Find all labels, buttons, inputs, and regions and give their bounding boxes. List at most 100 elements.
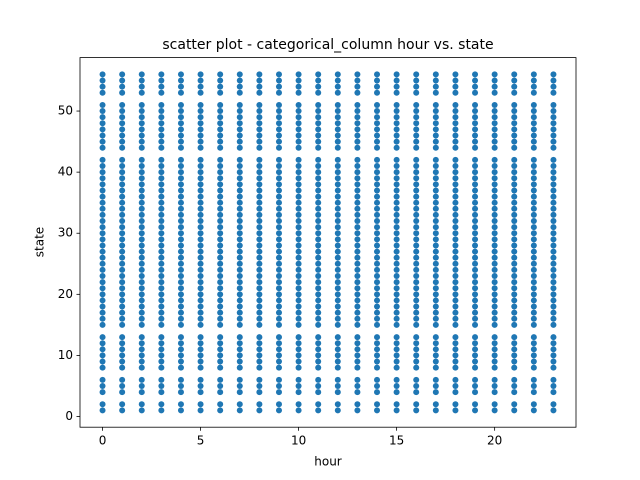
scatter-point [315, 211, 322, 218]
scatter-point [197, 315, 204, 322]
scatter-point [432, 309, 439, 316]
scatter-point [452, 352, 459, 359]
scatter-point [158, 285, 165, 292]
scatter-point [413, 89, 420, 96]
scatter-point [491, 169, 498, 176]
scatter-point [511, 224, 518, 231]
scatter-point [158, 114, 165, 121]
scatter-point [491, 193, 498, 200]
scatter-point [217, 364, 224, 371]
scatter-point [236, 315, 243, 322]
scatter-point [354, 144, 361, 151]
scatter-point [236, 303, 243, 310]
scatter-point [432, 77, 439, 84]
scatter-point [256, 83, 263, 90]
scatter-point [452, 346, 459, 353]
scatter-point [491, 358, 498, 365]
scatter-point [491, 156, 498, 163]
scatter-point [197, 101, 204, 108]
scatter-point [530, 77, 537, 84]
scatter-point [530, 71, 537, 78]
scatter-point [354, 175, 361, 182]
scatter-point [158, 187, 165, 194]
scatter-point [550, 285, 557, 292]
scatter-point [334, 120, 341, 127]
scatter-point [550, 175, 557, 182]
scatter-point [354, 83, 361, 90]
scatter-point [158, 315, 165, 322]
scatter-point [119, 407, 126, 414]
scatter-point [432, 83, 439, 90]
scatter-point [491, 218, 498, 225]
scatter-point [138, 211, 145, 218]
scatter-point [374, 266, 381, 273]
scatter-point [374, 211, 381, 218]
scatter-point [393, 144, 400, 151]
scatter-point [432, 273, 439, 279]
scatter-point [177, 132, 184, 139]
scatter-point [138, 364, 145, 371]
scatter-point [511, 273, 518, 279]
scatter-point [99, 315, 106, 322]
scatter-point [99, 242, 106, 249]
scatter-point [177, 120, 184, 127]
scatter-point [511, 407, 518, 414]
scatter-point [452, 242, 459, 249]
scatter-point [374, 224, 381, 231]
scatter-point [315, 266, 322, 273]
scatter-point [550, 120, 557, 127]
scatter-point [236, 77, 243, 84]
scatter-point [119, 291, 126, 298]
scatter-point [236, 334, 243, 341]
scatter-point [256, 193, 263, 200]
scatter-point [452, 279, 459, 286]
scatter-point [393, 297, 400, 304]
scatter-point [138, 291, 145, 298]
scatter-point [334, 291, 341, 298]
scatter-point [393, 108, 400, 115]
scatter-point [354, 132, 361, 139]
scatter-point [177, 163, 184, 170]
scatter-point [354, 120, 361, 127]
scatter-point [354, 364, 361, 371]
scatter-point [472, 334, 479, 341]
scatter-point [393, 77, 400, 84]
scatter-point [119, 242, 126, 249]
scatter-point [217, 132, 224, 139]
scatter-point [119, 248, 126, 255]
plot-area [99, 71, 557, 414]
scatter-point [99, 364, 106, 371]
scatter-point [197, 218, 204, 225]
scatter-point [334, 224, 341, 231]
scatter-point [472, 114, 479, 121]
scatter-point [315, 346, 322, 353]
scatter-point [530, 193, 537, 200]
scatter-point [295, 71, 302, 78]
scatter-point [138, 108, 145, 115]
scatter-point [275, 291, 282, 298]
scatter-point [256, 364, 263, 371]
scatter-point [295, 218, 302, 225]
scatter-point [217, 248, 224, 255]
scatter-point [275, 156, 282, 163]
scatter-point [452, 266, 459, 273]
scatter-point [138, 169, 145, 176]
scatter-point [334, 114, 341, 121]
scatter-point [550, 242, 557, 249]
scatter-point [275, 77, 282, 84]
scatter-point [334, 401, 341, 408]
scatter-point [393, 407, 400, 414]
scatter-point [217, 236, 224, 243]
scatter-point [374, 248, 381, 255]
scatter-point [550, 132, 557, 139]
scatter-point [472, 297, 479, 304]
scatter-point [315, 340, 322, 347]
scatter-point [119, 199, 126, 206]
scatter-point [374, 205, 381, 212]
scatter-point [511, 364, 518, 371]
scatter-point [217, 273, 224, 279]
scatter-point [393, 138, 400, 145]
scatter-point [550, 108, 557, 115]
scatter-point [275, 163, 282, 170]
scatter-point [315, 163, 322, 170]
